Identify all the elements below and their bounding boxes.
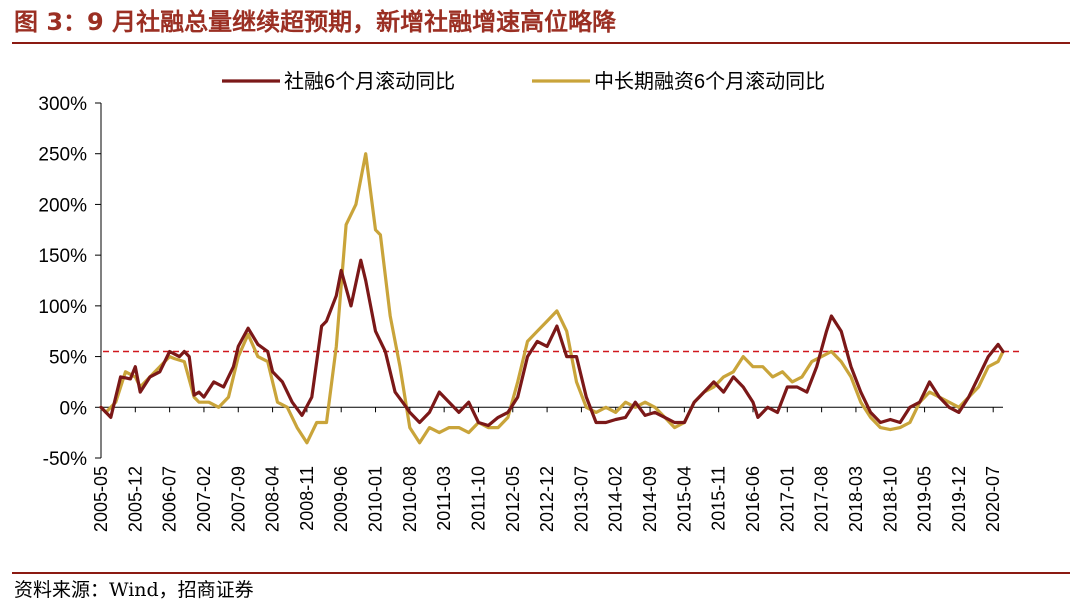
x-tick-label: 2012-12 [537, 466, 557, 532]
x-tick-label: 2013-07 [571, 466, 591, 532]
y-tick-label: 250% [38, 145, 87, 166]
x-tick-label: 2008-04 [263, 466, 283, 532]
x-tick-label: 2005-05 [91, 466, 111, 532]
x-tick-label: 2012-05 [503, 466, 523, 532]
chart-legend: 社融6个月滚动同比 中长期融资6个月滚动同比 [222, 70, 825, 93]
x-tick-label: 2017-01 [777, 466, 797, 532]
x-tick-label: 2006-07 [160, 466, 180, 532]
x-tick-label: 2019-12 [949, 466, 969, 532]
x-tick-label: 2009-06 [331, 466, 351, 532]
x-tick-label: 2005-12 [125, 466, 145, 532]
legend-label-1: 社融6个月滚动同比 [284, 70, 455, 93]
series-group [99, 152, 1005, 445]
title-divider [12, 42, 1070, 44]
x-tick-label: 2010-01 [366, 466, 386, 532]
x-axis: 2005-05 2005-12 2006-07 2007-02 2007-09 2008-… [91, 406, 1003, 532]
series-line-2 [99, 152, 1005, 445]
x-tick-label: 2014-09 [640, 466, 660, 532]
y-tick-label: -50% [43, 449, 87, 470]
x-tick-label: 2011-10 [468, 466, 488, 531]
x-tick-label: 2015-04 [674, 466, 694, 532]
x-tick-label: 2020-07 [983, 466, 1003, 532]
x-tick-label: 2016-06 [743, 466, 763, 532]
x-tick-label: 2018-10 [880, 466, 900, 532]
y-tick-label: 100% [38, 297, 87, 318]
legend-label-2: 中长期融资6个月滚动同比 [594, 70, 825, 93]
line-chart: 社融6个月滚动同比 中长期融资6个月滚动同比 -50% 0% 50% 100% 150% 2… [38, 70, 1022, 532]
y-tick-label: 0% [60, 398, 88, 419]
x-tick-label: 2017-08 [812, 466, 832, 532]
x-tick-label: 2019-05 [915, 466, 935, 532]
x-tick-label: 2014-02 [606, 466, 626, 532]
y-tick-label: 50% [49, 348, 87, 369]
y-tick-label: 300% [38, 94, 87, 115]
y-tick-label: 200% [38, 195, 87, 216]
x-tick-label: 2010-08 [400, 466, 420, 532]
y-tick-label: 150% [38, 246, 87, 267]
x-tick-label: 2007-02 [194, 466, 214, 532]
source-note: 资料来源：Wind，招商证券 [14, 579, 254, 601]
x-tick-label: 2008-11 [297, 466, 317, 531]
x-tick-label: 2007-09 [228, 466, 248, 532]
x-tick-label: 2018-03 [846, 466, 866, 532]
figure-title: 图 3：9 月社融总量继续超预期，新增社融增速高位略降 [14, 8, 617, 36]
x-tick-label: 2015-11 [709, 466, 729, 531]
x-tick-label: 2011-03 [434, 466, 454, 531]
y-axis: -50% 0% 50% 100% 150% 200% 250% 300% [38, 94, 102, 470]
footer-divider [12, 572, 1070, 574]
series-line-1 [99, 258, 1005, 428]
